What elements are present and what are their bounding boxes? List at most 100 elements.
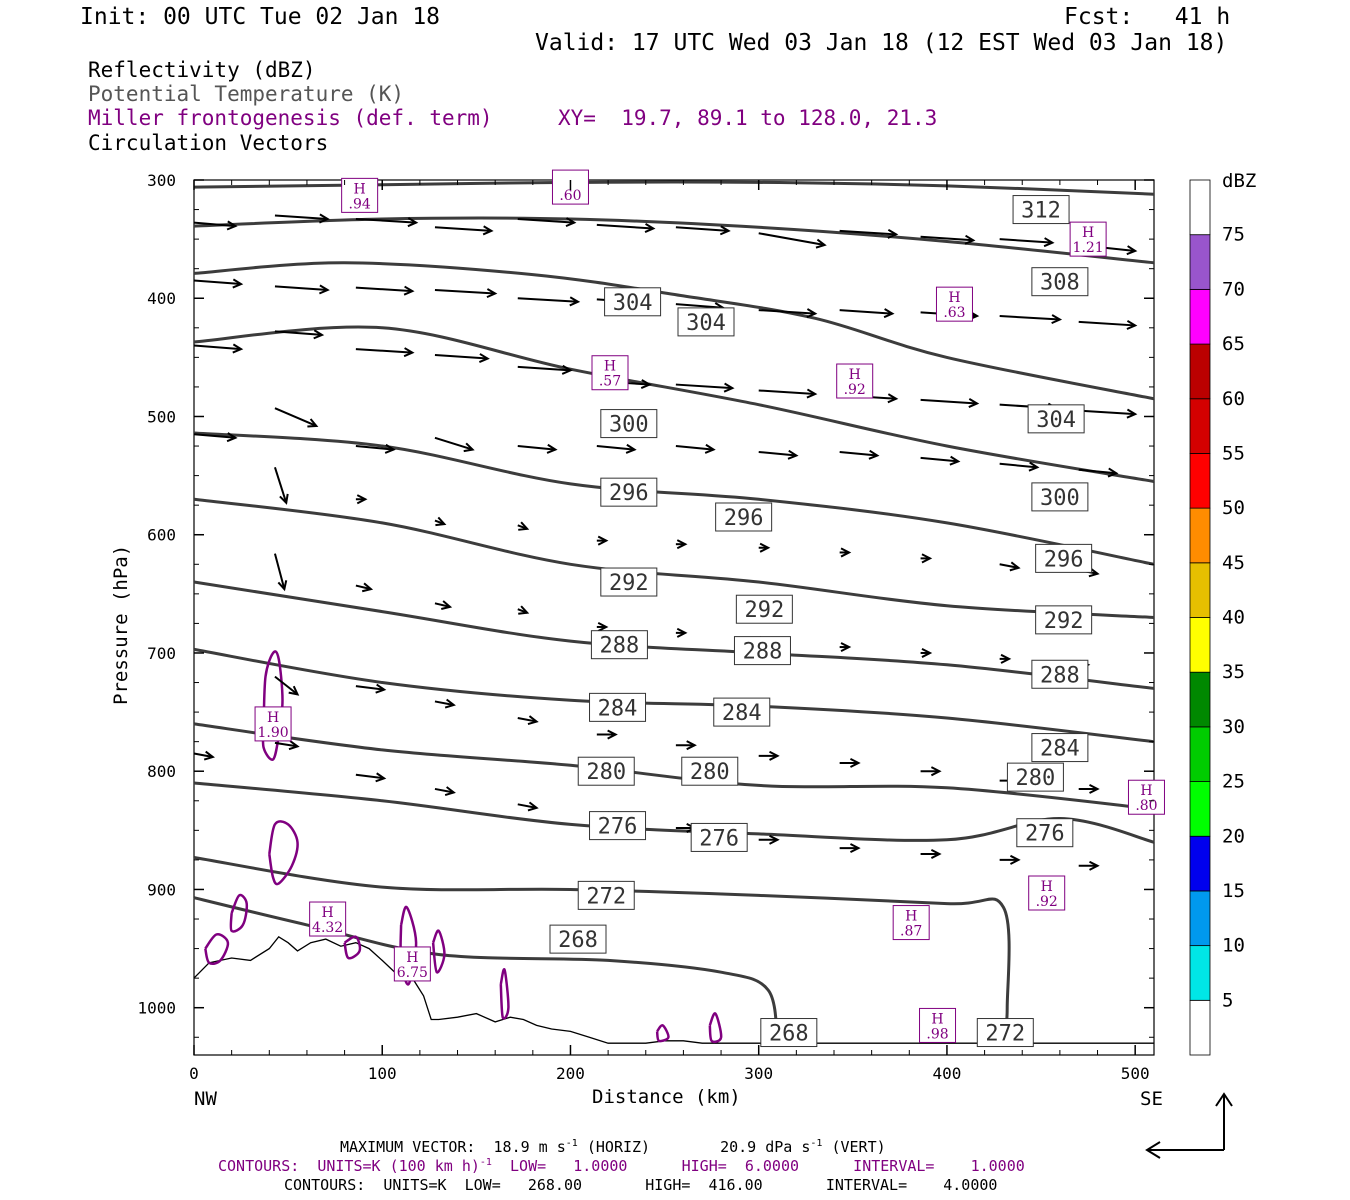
theta-label-box (1031, 733, 1089, 763)
axis-ticks: 300 400 500 600 700 800 900 1000 0 100 200 300 400 50… (137, 171, 1154, 1083)
colorbar-swatch (1189, 945, 1211, 1001)
y-tick-label: 600 (147, 526, 176, 545)
theta-contour-288 (193, 580, 1155, 690)
high-box (341, 177, 379, 213)
circulation-vector (517, 715, 539, 726)
high-box (254, 706, 292, 742)
x-tick-label: 200 (556, 1064, 585, 1083)
theta-contour-268 (193, 896, 779, 1044)
circulation-vector (920, 398, 980, 408)
circulation-vector (1078, 408, 1138, 419)
high-value: .92 (1036, 894, 1058, 910)
colorbar-level: 60 (1222, 388, 1245, 410)
circulation-vector (274, 213, 330, 224)
colorbar-swatch (1189, 288, 1211, 345)
theta-label-box (690, 822, 748, 852)
high-value: 1.21 (1073, 240, 1104, 256)
circulation-vector (355, 683, 387, 694)
colorbar-level: 75 (1222, 224, 1245, 246)
high-marker: H (406, 950, 418, 966)
theta-label-box (1031, 659, 1089, 689)
xy-label: XY= 19.7, 89.1 to 128.0, 21.3 (558, 106, 938, 130)
high-box (836, 363, 874, 399)
circulation-vector (999, 653, 1012, 664)
circulation-vector (839, 547, 852, 558)
circulation-vector (839, 757, 861, 768)
circulation-vector (999, 561, 1021, 572)
circulation-vector (758, 542, 771, 553)
circulation-vector (193, 278, 244, 289)
theta-label-box (976, 1018, 1034, 1048)
circulation-vector (920, 766, 942, 777)
high-value: .98 (926, 1026, 948, 1042)
circulation-vector (839, 228, 899, 239)
circulation-vector (675, 740, 697, 751)
high-box (393, 946, 431, 982)
theta-label: 312 (1021, 199, 1061, 224)
fronto-title: Miller frontogenesis (def. term) (88, 106, 493, 130)
high-box (591, 355, 629, 391)
theta-contour-info: CONTOURS: UNITS=K LOW= 268.00 HIGH= 416.… (284, 1176, 998, 1194)
circulation-vector (193, 750, 215, 761)
circulation-vector (355, 494, 368, 505)
circulation-vector (596, 223, 656, 233)
circulation-vector (355, 443, 396, 454)
fronto-contour (343, 935, 362, 960)
theta-label: 292 (609, 571, 649, 596)
theta-label: 288 (1040, 663, 1080, 688)
circulation-vector (517, 801, 539, 812)
circulation-vector (675, 382, 735, 393)
high-marker: H (604, 359, 616, 375)
high-box (309, 901, 347, 937)
theta-label-box (600, 409, 658, 439)
fronto-contour (431, 929, 446, 974)
y-tick-label: 400 (147, 289, 176, 308)
theta-label-box (600, 567, 658, 597)
theta-label-box (681, 756, 739, 786)
colorbar-swatch (1189, 179, 1211, 236)
colorbar-level: 10 (1222, 935, 1245, 957)
high-marker: H (354, 181, 366, 197)
theta-label: 276 (598, 815, 638, 840)
circulation-vector (274, 407, 319, 428)
colorbar-swatch (1189, 562, 1211, 618)
theta-label: 304 (613, 291, 653, 316)
circulation-vector (434, 516, 447, 527)
circulation-vector (434, 288, 498, 299)
theta-label-box (713, 697, 771, 727)
theta-label-box (577, 880, 635, 910)
high-box (935, 286, 973, 322)
circulation-vector (517, 521, 530, 531)
high-value: .60 (559, 188, 581, 204)
theta-label-box (1035, 543, 1093, 573)
theta-label-box (604, 287, 662, 317)
colorbar: 5 10 15 20 25 30 35 40 45 50 55 60 65 70 75 (1189, 179, 1245, 1056)
fronto-contour (655, 1024, 670, 1043)
circulation-vector (839, 843, 861, 854)
circulation-vector (920, 553, 933, 564)
colorbar-swatch (1189, 234, 1211, 290)
circulation-vector (596, 729, 618, 740)
theta-label-box (1012, 195, 1070, 225)
circulation-vector (1078, 860, 1100, 871)
se-label: SE (1140, 1088, 1163, 1110)
circulation-vector (434, 225, 494, 236)
high-marker: H (267, 710, 279, 726)
fronto-contour (204, 933, 230, 966)
colorbar-unit: dBZ (1222, 170, 1257, 192)
circulation-vector (355, 582, 374, 593)
theta-label: 296 (1044, 547, 1084, 572)
y-tick-label: 300 (147, 171, 176, 190)
x-tick-label: 100 (368, 1064, 397, 1083)
circulation-vector (675, 225, 731, 236)
theta-label-box (1031, 267, 1089, 297)
theta-label: 284 (1040, 737, 1080, 762)
circulation-vector (517, 443, 558, 454)
high-marker: H (1041, 879, 1053, 895)
terrain-layer (193, 935, 1154, 1044)
circulation-vector (274, 740, 300, 751)
circulation-vector (999, 461, 1040, 472)
circulation-vector (999, 854, 1021, 865)
circulation-vector (839, 308, 895, 319)
